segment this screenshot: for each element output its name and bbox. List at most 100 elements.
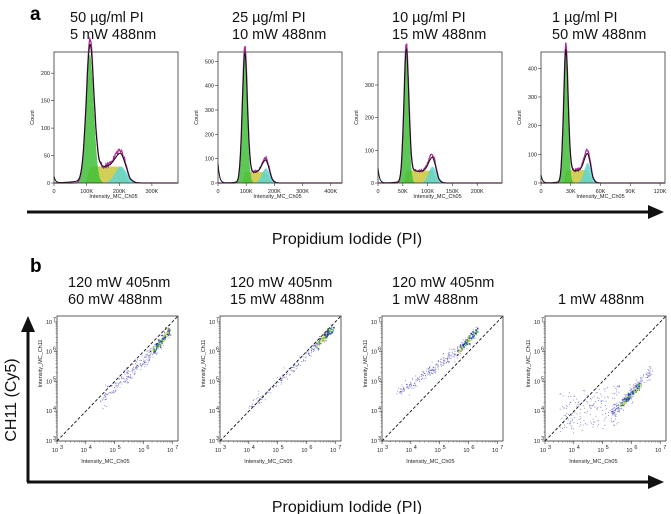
y-tick-exponent: 6 [53,347,56,353]
data-point [109,392,111,393]
data-point [314,343,315,345]
data-point [429,369,431,371]
data-point [615,413,617,415]
dense-point [331,332,333,334]
data-point [251,405,253,407]
data-point [635,391,637,392]
data-point [295,365,297,367]
data-point [575,402,576,404]
data-point [580,408,581,410]
dense-point [465,340,467,343]
data-point [454,356,455,358]
data-point [148,360,150,362]
data-point [396,393,398,395]
dense-point [323,339,325,341]
data-point [425,370,427,372]
data-point [616,394,617,396]
data-point [100,401,102,403]
y-tick-label: 10 [209,409,215,415]
data-point [136,366,138,368]
data-point [469,344,471,346]
data-point [144,366,146,368]
data-point [432,373,434,375]
data-point [308,353,309,355]
dense-point [620,402,623,404]
data-point [249,405,251,407]
dense-point [168,328,170,330]
x-tick-label: 100K [421,189,434,195]
dense-point [628,395,630,397]
data-point [581,401,583,403]
data-point [427,373,429,375]
dense-point [330,327,333,329]
data-point [169,325,171,326]
data-point [307,348,309,350]
data-point [443,357,445,358]
data-point [589,404,590,406]
plot-title-line: 120 mW 405nm [392,275,494,291]
dense-point [468,340,470,342]
data-point [153,345,155,347]
data-point [619,385,620,387]
data-point [436,363,438,365]
data-point [422,371,424,373]
data-point [566,404,567,406]
data-point [145,362,147,363]
dense-point [155,344,157,346]
data-point [281,378,283,380]
data-point [440,361,442,363]
data-point [461,342,463,343]
x-tick-exponent: 5 [606,445,609,451]
data-point [444,363,446,364]
data-point [148,358,150,360]
dense-point [318,341,320,343]
dense-point [319,338,322,340]
data-point [634,387,635,389]
data-point [571,420,573,422]
data-point [604,424,606,426]
data-point [567,422,569,424]
data-point [401,384,403,386]
data-point [435,364,437,366]
dense-point [638,385,640,388]
data-point [144,356,146,358]
data-point [315,346,317,348]
data-point [444,360,446,362]
data-point [123,377,125,379]
phase-g1-area [54,54,178,183]
dense-point [463,346,465,348]
data-point [113,390,114,392]
data-point [471,334,472,336]
data-point [638,382,640,384]
data-point [454,354,456,355]
dense-point [163,340,165,342]
dense-point [463,343,465,345]
model-fit-line [54,36,178,184]
data-point [118,383,120,384]
data-point [309,353,310,355]
data-point [170,334,172,336]
data-point [104,395,106,397]
dense-point [624,398,626,401]
dense-point [465,343,467,345]
data-point [563,414,565,416]
dense-point [465,342,468,344]
data-point [134,371,136,373]
dense-point [627,393,630,396]
data-point [449,354,450,356]
x-axis-label: Intensity_MC_Ch05 [576,194,624,200]
data-point [579,412,581,414]
dense-point [638,388,640,390]
dense-point [634,389,636,392]
data-point [293,370,294,372]
data-point [621,401,623,403]
data-point [126,371,128,373]
data-point [140,365,142,366]
y-tick-label: 10 [371,320,377,326]
plot-title-line: 10 mW 488nm [232,27,326,43]
data-point [159,339,160,341]
data-point [614,414,616,416]
data-point [460,344,462,346]
y-axis-label: Count [354,110,360,125]
data-point [570,417,572,419]
